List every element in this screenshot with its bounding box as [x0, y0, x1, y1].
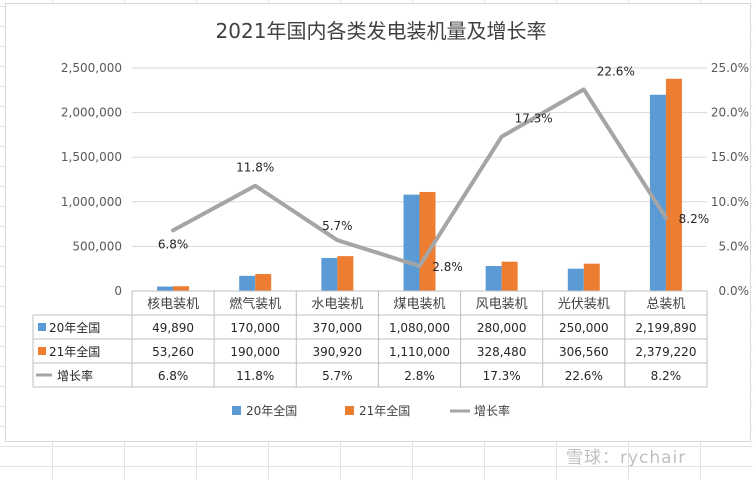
bar[interactable]	[485, 266, 502, 291]
growth-rate-data-label: 2.8%	[432, 260, 463, 274]
table-cell: 170,000	[230, 321, 280, 335]
chart-title: 2021年国内各类发电装机量及增长率	[216, 19, 547, 43]
table-cell: 2.8%	[404, 369, 435, 383]
y-right-tick-label: 20.0%	[711, 106, 749, 120]
bar[interactable]	[255, 274, 272, 291]
bar[interactable]	[419, 191, 436, 291]
table-cell: 1,110,000	[389, 345, 450, 359]
legend-label[interactable]: 增长率	[474, 403, 510, 418]
y-right-tick-label: 10.0%	[711, 195, 749, 209]
bar[interactable]	[157, 286, 174, 291]
table-cell: 5.7%	[322, 369, 353, 383]
table-series-name: 21年全国	[49, 344, 100, 359]
table-cell: 250,000	[559, 321, 609, 335]
table-cell: 2,379,220	[635, 345, 696, 359]
y-left-tick-label: 1,500,000	[61, 150, 122, 164]
growth-rate-line[interactable]	[171, 87, 668, 269]
legend-key[interactable]	[345, 406, 354, 415]
y-left-tick-label: 500,000	[72, 239, 122, 253]
y-left-tick-label: 2,000,000	[61, 106, 122, 120]
table-cell: 17.3%	[483, 369, 521, 383]
category-label: 水电装机	[311, 297, 363, 312]
bar[interactable]	[321, 257, 338, 291]
table-legend-key	[38, 347, 46, 355]
table-cell: 328,480	[477, 345, 527, 359]
bar[interactable]	[665, 78, 682, 291]
table-cell: 370,000	[313, 321, 363, 335]
table-cell: 306,560	[559, 345, 609, 359]
table-legend-key	[38, 323, 46, 331]
growth-rate-data-label: 11.8%	[236, 161, 274, 175]
bar[interactable]	[567, 268, 584, 291]
table-series-name: 20年全国	[49, 320, 100, 335]
category-label: 核电装机	[147, 297, 199, 312]
legend-label[interactable]: 20年全国	[246, 403, 297, 418]
table-cell: 390,920	[313, 345, 363, 359]
bar[interactable]	[649, 94, 666, 292]
bar[interactable]	[403, 194, 420, 291]
y-right-tick-label: 15.0%	[711, 150, 749, 164]
legend-label[interactable]: 21年全国	[359, 403, 410, 418]
table-cell: 2,199,890	[635, 321, 696, 335]
y-left-tick-label: 1,000,000	[61, 195, 122, 209]
bar[interactable]	[239, 275, 256, 291]
bar[interactable]	[337, 256, 354, 291]
y-left-tick-label: 0	[114, 284, 122, 298]
table-cell: 8.2%	[651, 369, 682, 383]
table-cell: 11.8%	[236, 369, 274, 383]
table-cell: 22.6%	[565, 369, 603, 383]
table-cell: 280,000	[477, 321, 527, 335]
bar[interactable]	[501, 261, 518, 291]
table-cell: 49,890	[152, 321, 194, 335]
table-cell: 53,260	[152, 345, 194, 359]
growth-rate-data-label: 5.7%	[322, 219, 353, 233]
y-left-tick-label: 2,500,000	[61, 61, 122, 75]
category-label: 光伏装机	[558, 297, 610, 312]
growth-rate-data-label: 6.8%	[158, 237, 189, 251]
growth-rate-data-label: 22.6%	[597, 64, 635, 78]
table-cell: 190,000	[230, 345, 280, 359]
category-label: 总装机	[646, 297, 685, 312]
y-right-tick-label: 0.0%	[719, 284, 750, 298]
category-label: 煤电装机	[393, 297, 445, 312]
legend-key[interactable]	[232, 406, 241, 415]
growth-rate-data-label: 8.2%	[679, 212, 710, 226]
table-cell: 1,080,000	[389, 321, 450, 335]
category-label: 燃气装机	[229, 296, 281, 312]
growth-rate-data-label: 17.3%	[515, 112, 553, 126]
y-right-tick-label: 5.0%	[719, 239, 750, 253]
y-right-tick-label: 25.0%	[711, 61, 749, 75]
category-label: 风电装机	[476, 297, 528, 312]
table-series-name: 增长率	[57, 368, 93, 383]
bar[interactable]	[173, 286, 190, 291]
watermark: 雪球：rychair	[566, 448, 687, 468]
bar[interactable]	[583, 263, 600, 291]
table-cell: 6.8%	[158, 369, 189, 383]
